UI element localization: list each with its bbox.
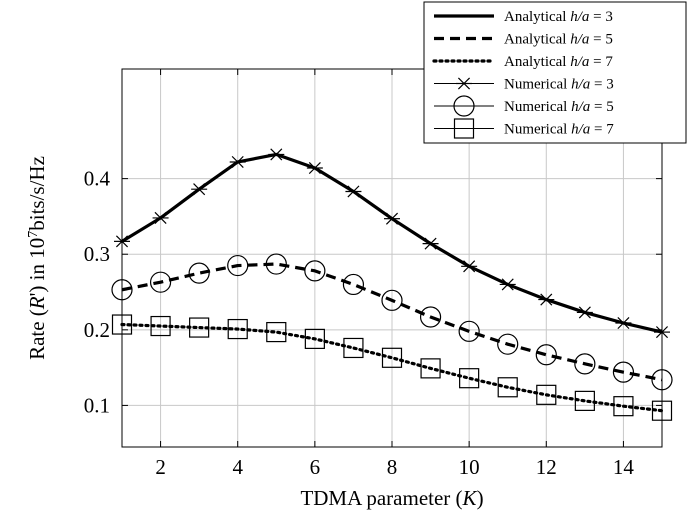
series-5-point [150, 315, 171, 337]
legend-entry-label: Numerical h/a = 7 [504, 122, 614, 138]
legend-entry-label: Analytical h/a = 5 [504, 32, 613, 48]
legend-entry-label: Analytical h/a = 3 [504, 9, 613, 25]
legend-marker-sample [453, 118, 475, 139]
series-4-point [612, 361, 635, 383]
series-5-point [381, 347, 403, 368]
legend-marker-sample [453, 95, 475, 117]
series-4-point [265, 253, 287, 275]
series-4-point [149, 271, 172, 293]
series-3-point [422, 237, 439, 250]
series-4-point [342, 273, 365, 296]
y-tick-label: 0.4 [84, 167, 111, 191]
x-tick-label: 6 [310, 455, 321, 479]
series-4-point [497, 333, 519, 355]
y-axis-label: Rate (R') in 107bits/s/Hz [25, 156, 49, 360]
series-3-point [461, 260, 478, 273]
series-line-2 [120, 322, 664, 413]
series-5-point [497, 377, 518, 398]
series-4-point [574, 353, 596, 375]
series-3-point [499, 278, 516, 291]
series-5-point [343, 337, 364, 359]
legend-marker-sample [456, 77, 472, 90]
series-3-point [576, 306, 593, 319]
series-3-point [384, 212, 400, 225]
legend-entry-label: Analytical h/a = 7 [504, 54, 613, 70]
x-tick-label: 8 [387, 455, 398, 479]
series-5-point [536, 384, 557, 405]
series-5-point [304, 328, 325, 349]
series-4-point [458, 320, 480, 342]
x-tick-label: 10 [459, 455, 480, 479]
series-3-point [268, 148, 285, 161]
series-5-point [266, 321, 287, 343]
series-5-point [227, 318, 248, 340]
series-markers [111, 148, 673, 421]
series-4-point [227, 254, 249, 277]
y-tick-label: 0.3 [84, 242, 110, 266]
series-5-point [574, 390, 595, 411]
series-3-point [538, 293, 555, 306]
series-4-point [188, 262, 210, 284]
series-4-point [304, 260, 326, 282]
series-4-point [381, 289, 403, 311]
legend: Analytical h/a = 3 Analytical h/a = 5 Anal… [423, 1, 687, 144]
x-tick-label: 4 [232, 455, 243, 479]
series-3-point [345, 185, 362, 198]
series-3-point [615, 316, 632, 330]
series-3-point [306, 162, 323, 175]
series-3-point [191, 183, 208, 196]
series-line-1 [121, 262, 663, 382]
x-axis-label: TDMA parameter (K) [300, 486, 483, 510]
series-5-point [189, 317, 210, 338]
series-4-point [535, 344, 557, 366]
series-5-point [613, 396, 634, 417]
series-5-point [459, 368, 480, 389]
y-tick-label: 0.2 [84, 318, 110, 342]
series-3-point [229, 155, 246, 169]
x-tick-label: 2 [155, 455, 166, 479]
x-tick-label: 14 [613, 455, 635, 479]
series-3-point [152, 211, 169, 224]
legend-entry-label: Numerical h/a = 5 [504, 99, 614, 115]
series-4-point [419, 306, 442, 328]
y-tick-label: 0.1 [84, 393, 110, 417]
x-tick-label: 12 [536, 455, 557, 479]
tick-labels: 2 4 6 8 10 12 14 0.1 0.2 0.3 0.4 [84, 167, 635, 479]
legend-entry-label: Numerical h/a = 3 [504, 77, 614, 93]
series-5-point [420, 358, 441, 379]
